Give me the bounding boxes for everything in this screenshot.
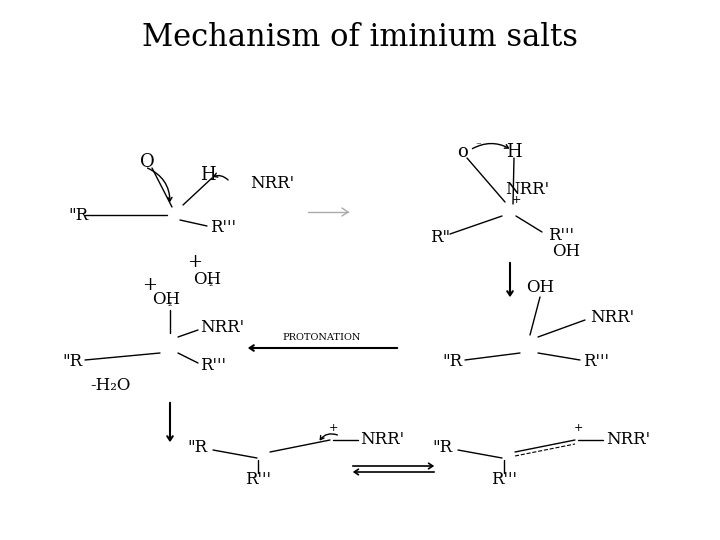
Text: R": R" (430, 230, 450, 246)
Text: ⁻: ⁻ (475, 141, 481, 151)
Text: "R: "R (442, 354, 462, 370)
Text: +: + (511, 195, 521, 205)
Text: R''': R''' (200, 356, 226, 374)
Text: +: + (328, 423, 338, 433)
Text: R''': R''' (491, 471, 517, 489)
Text: OH: OH (193, 272, 221, 288)
Text: PROTONATION: PROTONATION (283, 334, 361, 342)
Text: R''': R''' (583, 354, 609, 370)
Text: "R: "R (62, 354, 82, 370)
Text: +: + (573, 423, 582, 433)
Text: NRR': NRR' (606, 431, 650, 449)
Text: NRR': NRR' (590, 309, 634, 327)
Text: "R: "R (187, 440, 207, 456)
Text: R''': R''' (548, 226, 574, 244)
Text: "R: "R (68, 206, 88, 224)
Text: NRR': NRR' (200, 320, 244, 336)
Text: ₂: ₂ (209, 278, 213, 288)
Text: H: H (506, 143, 522, 161)
Text: Mechanism of iminium salts: Mechanism of iminium salts (142, 23, 578, 53)
Text: O: O (140, 153, 154, 171)
Text: H: H (200, 166, 216, 184)
Text: NRR': NRR' (360, 431, 404, 449)
Text: NRR': NRR' (505, 181, 549, 199)
Text: -H₂O: -H₂O (90, 376, 130, 394)
Text: o: o (456, 143, 467, 161)
Text: R''': R''' (210, 219, 236, 237)
Text: OH: OH (526, 280, 554, 296)
Text: NRR': NRR' (250, 174, 294, 192)
Text: +: + (187, 253, 202, 271)
Text: "R: "R (432, 440, 452, 456)
Text: ₂: ₂ (168, 298, 172, 308)
Text: R''': R''' (245, 471, 271, 489)
Text: +: + (143, 276, 158, 294)
Text: OH: OH (152, 292, 180, 308)
Text: OH: OH (552, 244, 580, 260)
